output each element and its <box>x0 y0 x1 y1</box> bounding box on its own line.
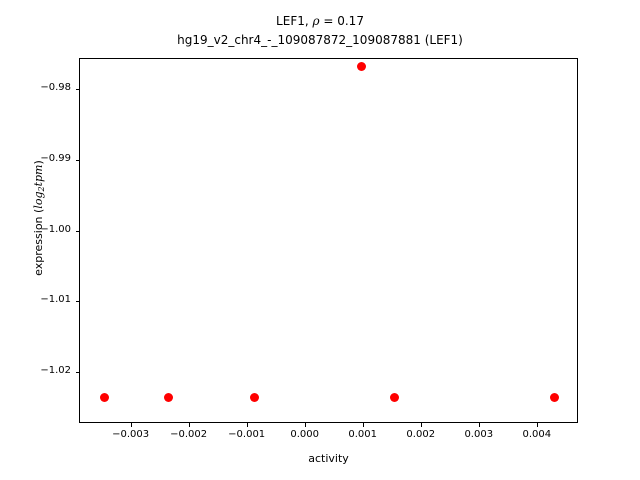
y-tick-mark <box>75 372 79 374</box>
x-tick-label: 0.004 <box>522 429 552 440</box>
x-tick-mark <box>536 423 538 427</box>
x-tick-mark <box>130 423 132 427</box>
y-axis-label-math-log: log <box>32 191 45 209</box>
title-gene-rho-prefix: LEF1, <box>276 14 313 28</box>
data-point <box>250 393 260 403</box>
plot-data-area <box>80 59 577 422</box>
x-tick-label: 0.003 <box>464 429 494 440</box>
data-point <box>100 393 110 403</box>
y-tick-label: −1.00 <box>40 223 71 235</box>
x-axis-label: activity <box>308 452 349 465</box>
data-point <box>164 393 174 403</box>
y-axis-label-math-subscript: 2 <box>37 186 46 192</box>
x-tick-mark <box>304 423 306 427</box>
data-point <box>389 393 399 403</box>
plot-title-line-1: LEF1, ρ = 0.17 <box>0 12 640 31</box>
x-tick-label: −0.001 <box>228 429 266 440</box>
y-tick-mark <box>75 89 79 91</box>
plot-title: LEF1, ρ = 0.17 hg19_v2_chr4_-_109087872_… <box>0 12 640 50</box>
data-point <box>549 393 559 403</box>
x-tick-mark <box>246 423 248 427</box>
x-tick-label: −0.003 <box>112 429 150 440</box>
x-tick-mark <box>362 423 364 427</box>
plot-title-line-2: hg19_v2_chr4_-_109087872_109087881 (LEF1… <box>177 33 463 47</box>
data-point <box>357 61 367 71</box>
x-tick-mark <box>478 423 480 427</box>
y-tick-mark <box>75 159 79 161</box>
x-tick-mark <box>188 423 190 427</box>
x-tick-label: 0.000 <box>290 429 320 440</box>
y-axis-label-suffix: ) <box>32 160 45 165</box>
x-tick-mark <box>420 423 422 427</box>
y-axis-label-math-tpm: tpm <box>32 164 45 187</box>
title-rho-value: = 0.17 <box>319 14 364 28</box>
x-tick-label: 0.001 <box>348 429 378 440</box>
y-tick-label: −0.99 <box>40 152 71 164</box>
plot-axes-frame <box>79 58 578 423</box>
y-tick-label: −0.98 <box>40 82 71 94</box>
y-axis-label-prefix: expression ( <box>32 208 45 276</box>
y-tick-label: −1.02 <box>40 365 71 377</box>
y-tick-mark <box>75 230 79 232</box>
title-rho-symbol: ρ <box>312 14 320 28</box>
y-tick-label: −1.01 <box>40 294 71 306</box>
y-tick-mark <box>75 301 79 303</box>
x-tick-label: 0.002 <box>406 429 436 440</box>
x-tick-label: −0.002 <box>170 429 208 440</box>
y-axis-label: expression (log2tpm) <box>32 83 46 353</box>
